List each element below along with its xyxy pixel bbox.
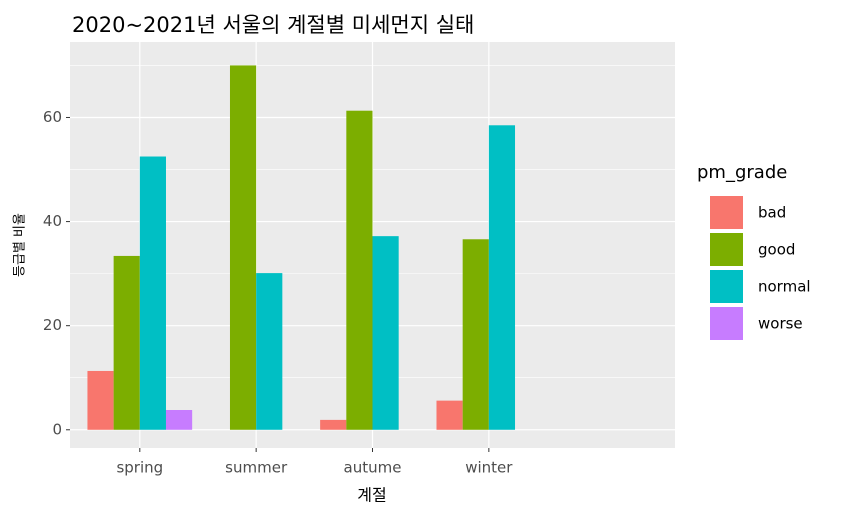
legend-key — [710, 196, 743, 229]
legend-label: normal — [758, 278, 811, 296]
legend-label: worse — [758, 315, 803, 333]
x-tick-label: autume — [344, 459, 402, 477]
y-tick-label: 20 — [43, 316, 62, 334]
bar — [436, 400, 463, 430]
x-tick-label: spring — [116, 459, 163, 477]
x-tick-label: summer — [225, 459, 288, 477]
bar — [139, 156, 166, 430]
bar — [113, 255, 140, 430]
bar — [320, 419, 347, 430]
y-tick-label: 40 — [43, 212, 62, 230]
bar — [165, 410, 193, 430]
legend-label: bad — [758, 204, 786, 222]
y-axis-title: 등급별 비율 — [13, 213, 28, 277]
bar — [372, 236, 399, 430]
x-axis-title: 계절 — [357, 486, 386, 505]
legend-key — [710, 233, 743, 266]
legend-label: good — [758, 241, 795, 259]
legend-title: pm_grade — [697, 162, 787, 183]
legend-key — [710, 270, 743, 303]
bar — [488, 125, 516, 430]
bar — [87, 370, 114, 430]
bar — [462, 239, 489, 430]
x-tick-label: winter — [465, 459, 513, 477]
bar — [346, 110, 373, 430]
chart-title: 2020~2021년 서울의 계절별 미세먼지 실태 — [72, 13, 474, 37]
bar — [256, 273, 283, 430]
y-tick-label: 60 — [43, 108, 62, 126]
legend-key — [710, 307, 743, 340]
bar — [229, 65, 257, 430]
y-tick-label: 0 — [52, 420, 62, 438]
